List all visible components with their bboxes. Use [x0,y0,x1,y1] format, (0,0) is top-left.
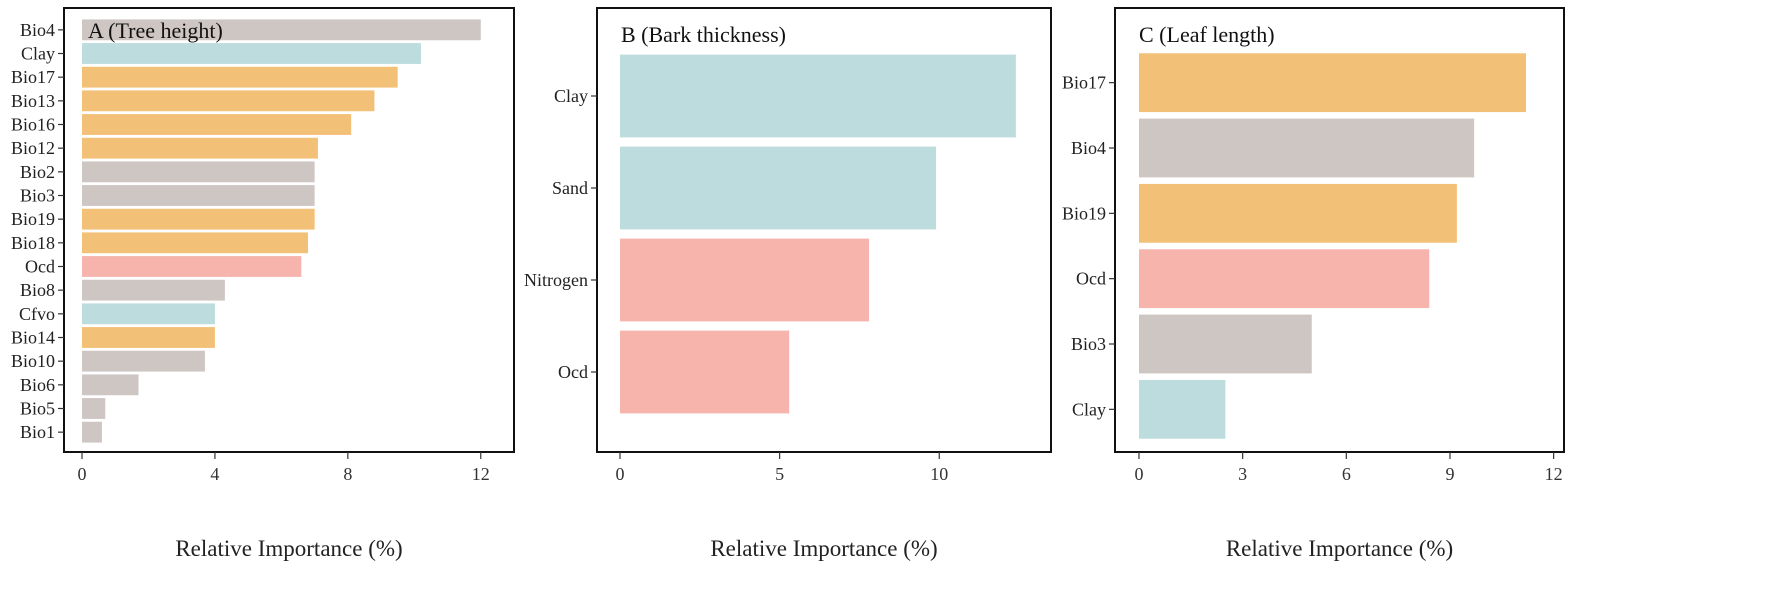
bar-bio13 [82,90,375,112]
category-label: Bio17 [1062,73,1106,93]
bar-bio17 [1139,53,1526,113]
category-label: Bio1 [20,422,55,442]
bar-bio8 [82,279,225,301]
panel-b-bark-thickness: Clay Sand Nitrogen Ocd 0 5 10 B (Bark thickness… [524,7,1052,561]
category-label: Cfvo [19,304,55,324]
category-label: Bio16 [11,115,55,135]
x-tick-label: 4 [210,464,219,484]
category-label: Bio12 [11,138,55,158]
x-axis-title: Relative Importance (%) [1226,536,1453,561]
bar-bio6 [82,374,139,396]
x-tick-label: 6 [1342,464,1351,484]
bar-bio10 [82,350,205,372]
category-label: Ocd [558,362,588,382]
x-tick-label: 10 [930,464,948,484]
category-label: Bio5 [20,399,55,419]
category-label: Bio3 [20,186,55,206]
bar-bio5 [82,398,106,419]
category-label: Bio6 [20,375,55,395]
category-label: Bio3 [1071,334,1106,354]
category-label: Clay [554,86,588,106]
category-label: Sand [552,178,588,198]
x-tick-label: 9 [1445,464,1454,484]
x-tick-label: 5 [775,464,784,484]
bar-ocd [1139,249,1430,309]
bar-nitrogen [620,238,870,322]
bar-bio17 [82,66,398,88]
x-tick-label: 12 [1545,464,1563,484]
panel-a-tree-height: Bio4 Clay Bio17 Bio13 Bio16 Bio12 Bio2 Bio3 Bio1… [11,7,515,561]
category-label: Bio17 [11,67,55,87]
bar-bio16 [82,114,352,135]
bar-ocd [620,330,790,414]
bar-bio18 [82,232,308,254]
bar-bio2 [82,161,315,183]
x-axis-title: Relative Importance (%) [710,536,937,561]
x-tick-label: 0 [616,464,625,484]
x-tick-label: 3 [1238,464,1247,484]
x-tick-label: 0 [78,464,87,484]
panel-title: B (Bark thickness) [621,22,786,47]
bar-sand [620,146,937,230]
category-label: Bio14 [11,328,55,348]
bar-bio1 [82,421,102,443]
bar-bio4 [82,19,481,41]
panel-c-leaf-length: Bio17 Bio4 Bio19 Ocd Bio3 Clay 0 3 6 9 12 C (Leaf l… [1062,7,1565,561]
bar-bio12 [82,137,318,159]
category-label: Ocd [1076,269,1106,289]
bar-bio3 [82,185,315,206]
category-label: Bio19 [11,209,55,229]
category-label: Ocd [25,257,55,277]
category-label: Bio8 [20,280,55,300]
x-tick-label: 8 [343,464,352,484]
bar-bio3 [1139,314,1312,374]
bar-bio14 [82,327,215,348]
bar-clay [620,54,1016,138]
category-label: Bio2 [20,162,55,182]
category-label: Clay [21,44,55,64]
category-label: Bio10 [11,351,55,371]
bar-clay [1139,379,1226,439]
bar-ocd [82,256,302,277]
x-tick-label: 0 [1135,464,1144,484]
category-label: Bio4 [1071,138,1106,158]
category-label: Bio18 [11,233,55,253]
bar-bio19 [1139,183,1457,243]
category-label: Clay [1072,399,1106,419]
bar-bio19 [82,208,315,230]
bar-clay [82,43,421,64]
panel-title: C (Leaf length) [1139,22,1275,47]
bar-cfvo [82,303,215,325]
category-label: Bio4 [20,20,55,40]
category-label: Nitrogen [524,270,588,290]
bar-bio4 [1139,118,1475,178]
category-label: Bio13 [11,91,55,111]
x-tick-label: 12 [472,464,490,484]
x-axis-title: Relative Importance (%) [175,536,402,561]
panel-title: A (Tree height) [88,18,223,43]
category-label: Bio19 [1062,203,1106,223]
